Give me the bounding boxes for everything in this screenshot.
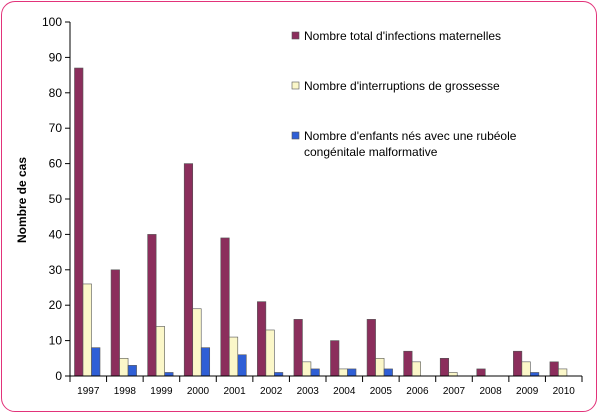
x-tick-label: 1998 — [114, 386, 137, 397]
y-tick-label: 100 — [42, 15, 62, 29]
bar-series-2-2002 — [265, 329, 275, 377]
bar-series-3-2003 — [310, 368, 320, 377]
bar-series-3-2009 — [530, 372, 540, 377]
x-tick-label: 2006 — [406, 386, 429, 397]
bar-series-2-2001 — [228, 336, 239, 377]
bar-series-2-1998 — [119, 357, 129, 377]
y-tick-label: 50 — [49, 192, 63, 206]
bar-series-1-2000 — [183, 163, 194, 377]
x-tick-label: 2003 — [297, 386, 320, 397]
bar-series-3-2000 — [200, 347, 211, 377]
bar-series-1-2008 — [476, 368, 486, 377]
y-tick-label: 80 — [49, 86, 63, 100]
bar-series-2-1997 — [82, 283, 92, 377]
legend-swatch-3 — [291, 131, 300, 140]
x-tick-label: 2000 — [187, 386, 210, 397]
bar-series-2-1999 — [155, 326, 165, 377]
bar-series-1-2001 — [220, 237, 230, 377]
bar-series-2-2003 — [302, 361, 312, 377]
bar-series-1-1999 — [147, 234, 157, 377]
bar-series-2-2005 — [375, 357, 385, 377]
bar-series-2-2009 — [521, 361, 531, 377]
y-tick-label: 0 — [55, 369, 62, 383]
y-tick-label: 90 — [49, 50, 63, 64]
bar-series-1-2002 — [257, 301, 267, 377]
bar-series-1-2005 — [366, 319, 376, 377]
bar-series-1-1998 — [110, 269, 120, 377]
legend-swatch-2 — [291, 81, 300, 90]
bar-series-2-2006 — [411, 361, 421, 377]
bar-series-2-2010 — [558, 368, 568, 377]
y-tick-label: 30 — [49, 263, 63, 277]
legend-label-3: Nombre d'enfants nés avec une rubéole — [304, 129, 517, 143]
x-tick-label: 2008 — [479, 386, 502, 397]
bar-series-3-2005 — [383, 368, 393, 377]
y-tick-label: 60 — [49, 157, 63, 171]
legend-label-1: Nombre total d'infections maternelles — [304, 29, 501, 43]
y-tick-label: 70 — [49, 121, 63, 135]
bar-series-3-1997 — [91, 347, 101, 377]
bar-series-2-2004 — [338, 368, 348, 377]
bar-series-1-2004 — [330, 340, 340, 377]
legend-label-3: congénitale malformative — [304, 145, 438, 159]
bar-series-3-2002 — [274, 372, 284, 377]
x-tick-label: 2004 — [333, 386, 356, 397]
x-tick-label: 1997 — [77, 386, 100, 397]
bar-series-3-2004 — [347, 368, 357, 377]
legend-swatch-1 — [291, 31, 300, 40]
x-tick-label: 2007 — [443, 386, 466, 397]
bar-series-2-2000 — [192, 308, 202, 377]
bar-series-1-2009 — [513, 350, 523, 377]
x-tick-label: 2001 — [223, 386, 246, 397]
bar-series-3-1998 — [127, 365, 137, 377]
x-tick-label: 2009 — [516, 386, 539, 397]
x-tick-label: 2005 — [370, 386, 393, 397]
y-axis-label: Nombre de cas — [15, 157, 29, 243]
bar-series-3-2001 — [237, 354, 247, 377]
bar-series-2-2007 — [448, 372, 458, 377]
y-tick-label: 20 — [49, 298, 63, 312]
bar-series-1-2010 — [549, 361, 559, 377]
y-tick-label: 10 — [49, 334, 63, 348]
x-tick-label: 1999 — [150, 386, 173, 397]
bar-series-3-1999 — [164, 372, 174, 377]
x-tick-label: 2002 — [260, 386, 283, 397]
bar-series-1-2006 — [403, 350, 413, 377]
legend-label-2: Nombre d'interruptions de grossesse — [304, 79, 500, 93]
bar-series-1-2003 — [293, 319, 303, 377]
y-tick-label: 40 — [49, 227, 63, 241]
x-tick-label: 2010 — [553, 386, 576, 397]
bar-series-1-2007 — [439, 357, 450, 377]
bar-series-1-1997 — [74, 67, 84, 377]
